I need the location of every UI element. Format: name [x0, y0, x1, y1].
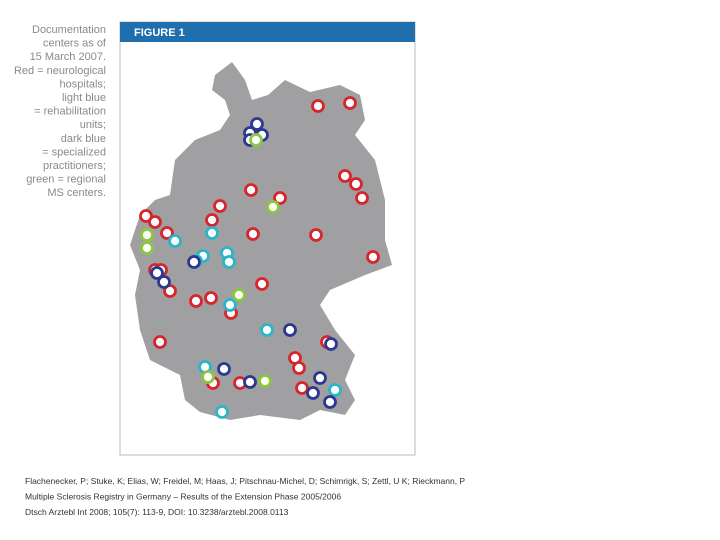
center-marker [148, 215, 162, 229]
center-marker [213, 199, 227, 213]
center-marker [323, 395, 337, 409]
center-marker [324, 337, 338, 351]
center-marker [355, 191, 369, 205]
center-marker [343, 96, 357, 110]
center-marker [273, 191, 287, 205]
center-marker [201, 370, 215, 384]
center-markers [139, 96, 380, 419]
center-marker [246, 227, 260, 241]
center-marker [243, 375, 257, 389]
caption-line: dark blue [61, 133, 106, 145]
center-marker [150, 266, 164, 280]
center-marker [250, 117, 264, 131]
center-marker [139, 209, 153, 223]
caption-line: = rehabilitation [34, 106, 106, 118]
center-marker [255, 277, 269, 291]
center-marker [349, 177, 363, 191]
center-marker [160, 226, 174, 240]
center-marker [232, 288, 246, 302]
center-marker [222, 255, 236, 269]
figure-label: FIGURE 1 [134, 27, 185, 39]
center-marker [163, 284, 177, 298]
center-marker [223, 298, 237, 312]
caption-line: 15 March 2007. [30, 51, 106, 63]
center-marker [328, 383, 342, 397]
center-marker [366, 250, 380, 264]
citation-line: Multiple Sclerosis Registry in Germany –… [25, 492, 341, 502]
caption-line: = specialized [42, 146, 106, 158]
center-marker [140, 228, 154, 242]
center-marker [306, 386, 320, 400]
center-marker [260, 323, 274, 337]
center-marker [215, 405, 229, 419]
center-marker [157, 275, 171, 289]
caption-line: MS centers. [47, 187, 106, 199]
center-marker [292, 361, 306, 375]
center-marker [258, 374, 272, 388]
caption-line: light blue [62, 92, 106, 104]
center-marker [266, 200, 280, 214]
caption-line: practitioners; [43, 160, 106, 172]
center-marker [187, 255, 201, 269]
center-marker [311, 99, 325, 113]
center-marker [283, 323, 297, 337]
center-marker [313, 371, 327, 385]
center-marker [309, 228, 323, 242]
caption-line: units; [80, 119, 106, 131]
citation-line: Flachenecker, P; Stuke, K; Elias, W; Fre… [25, 476, 465, 486]
center-marker [205, 226, 219, 240]
center-marker [140, 241, 154, 255]
germany-map [130, 62, 392, 420]
center-marker [338, 169, 352, 183]
center-marker [168, 234, 182, 248]
center-marker [204, 291, 218, 305]
caption-line: Red = neurological [14, 65, 106, 77]
center-marker [295, 381, 309, 395]
caption-line: centers as of [43, 38, 107, 50]
figure-header [120, 22, 415, 42]
center-marker [189, 294, 203, 308]
center-marker [205, 213, 219, 227]
caption-line: Documentation [32, 24, 106, 36]
caption-line: green = regional [26, 174, 106, 186]
center-marker [217, 362, 231, 376]
center-marker [244, 183, 258, 197]
center-marker [153, 335, 167, 349]
center-marker [249, 133, 263, 147]
citation-line: Dtsch Arztebl Int 2008; 105(7): 113-9, D… [25, 507, 289, 517]
caption-line: hospitals; [60, 78, 106, 90]
